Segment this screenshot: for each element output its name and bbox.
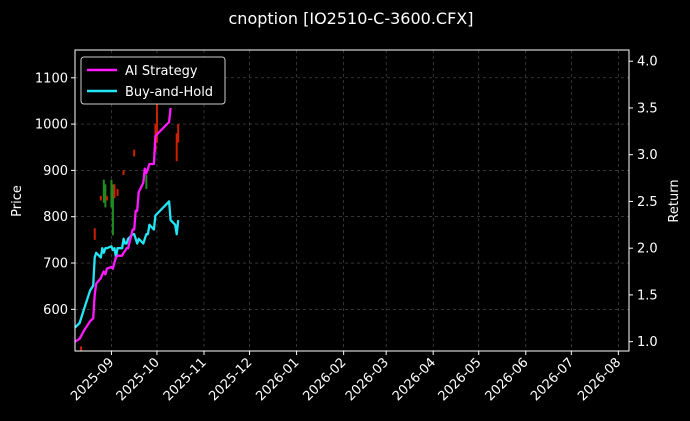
y-axis-right: 1.0 1.5 2.0 2.5 3.0 3.5 4.0 [629,55,658,350]
y-left-tick-label: 1000 [35,118,68,133]
series-lines [74,107,180,343]
legend-label-ai-strategy: AI Strategy [125,64,198,79]
plot-area-frame [74,49,630,352]
y-left-tick-label: 900 [43,164,68,179]
series-line-ai-strategy [74,107,172,343]
y-right-tick-label: 1.5 [637,288,658,303]
legend: AI Strategy Buy-and-Hold [80,56,226,105]
y-axis-right-title: Return [667,179,682,222]
y-right-tick-label: 2.0 [637,242,658,257]
y-left-tick-label: 800 [43,210,68,225]
y-axis-left-title: Price [10,185,25,217]
y-right-tick-label: 2.5 [637,195,658,210]
y-right-tick-label: 3.5 [637,101,658,116]
y-right-tick-label: 3.0 [637,148,658,163]
y-axis-left: 600 700 800 900 1000 1100 [35,71,75,318]
series-line-buy-and-hold [74,200,180,329]
legend-label-buy-and-hold: Buy-and-Hold [125,85,213,100]
y-right-tick-label: 4.0 [637,55,658,70]
y-left-tick-label: 1100 [35,71,68,86]
y-left-tick-label: 600 [43,303,68,318]
y-right-tick-label: 1.0 [637,335,658,350]
y-left-tick-label: 700 [43,257,68,272]
chart-title: cnoption [IO2510-C-3600.CFX] [229,9,474,28]
